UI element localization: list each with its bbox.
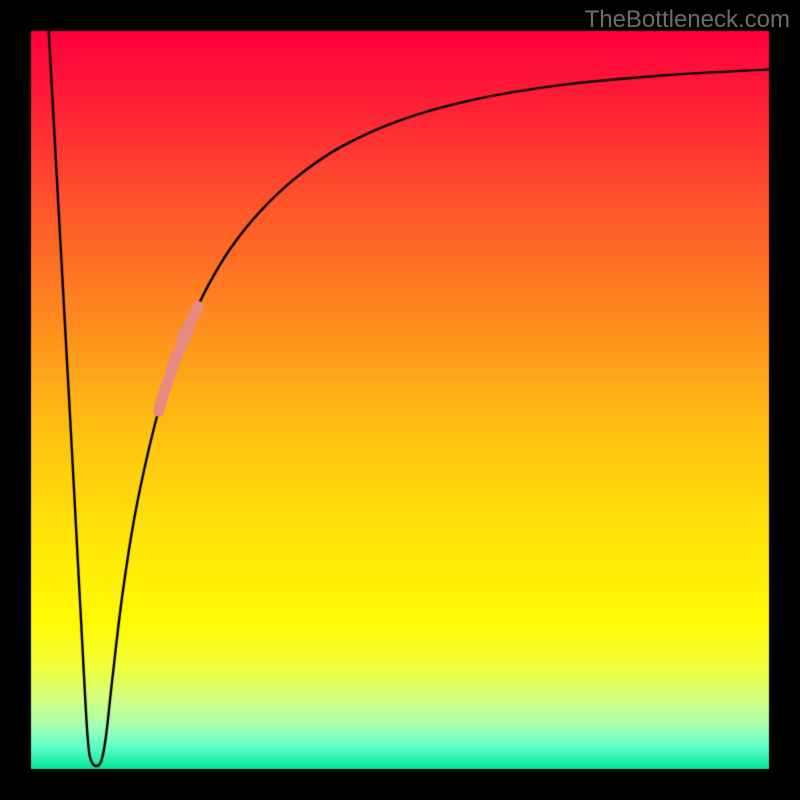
chart-container: { "watermark": { "text": "TheBottleneck.…	[0, 0, 800, 800]
bottleneck-curve-chart	[0, 0, 800, 800]
